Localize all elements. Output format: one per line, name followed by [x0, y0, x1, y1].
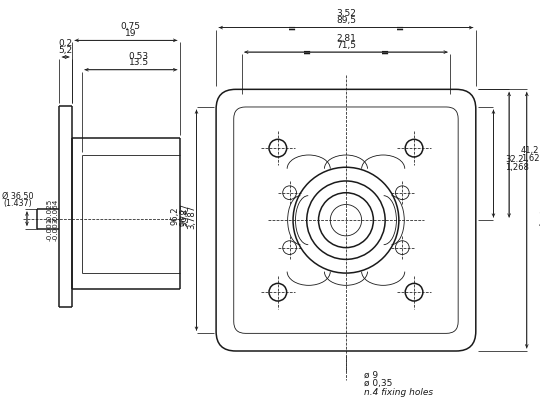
- Text: =: =: [303, 48, 311, 58]
- Text: 114,2: 114,2: [538, 211, 540, 220]
- Text: ø 0,35: ø 0,35: [363, 378, 392, 387]
- Text: 19: 19: [125, 29, 137, 38]
- Text: 0,75: 0,75: [121, 22, 141, 31]
- Text: -0.001: -0.001: [46, 217, 52, 240]
- Text: 3,787: 3,787: [180, 203, 189, 227]
- Text: 0,2: 0,2: [59, 39, 73, 48]
- Text: ø 9: ø 9: [363, 370, 377, 379]
- Text: 71,5: 71,5: [336, 40, 356, 49]
- Text: -0.025: -0.025: [46, 198, 52, 221]
- Text: 32.2: 32.2: [505, 155, 524, 164]
- Text: 3,787: 3,787: [187, 204, 197, 229]
- Text: 1,268: 1,268: [505, 163, 529, 172]
- Text: =: =: [381, 48, 389, 58]
- Text: 96,2: 96,2: [171, 206, 179, 224]
- Text: 41,2: 41,2: [521, 146, 539, 155]
- Text: =: =: [288, 24, 296, 34]
- Text: 3,52: 3,52: [336, 9, 356, 18]
- Text: -0.064: -0.064: [52, 198, 58, 221]
- Text: 4,5: 4,5: [538, 219, 540, 228]
- Text: n.4 fixing holes: n.4 fixing holes: [363, 387, 433, 396]
- Text: 5,2: 5,2: [59, 45, 73, 54]
- Text: 89,5: 89,5: [336, 16, 356, 25]
- Text: (1.437): (1.437): [4, 198, 32, 207]
- Text: 13.5: 13.5: [129, 58, 148, 67]
- Text: =: =: [396, 24, 404, 34]
- Text: 2,81: 2,81: [336, 34, 356, 43]
- Text: 0.53: 0.53: [129, 52, 148, 61]
- Text: 1,62: 1,62: [521, 154, 539, 163]
- Text: Ø 36.50: Ø 36.50: [2, 191, 34, 200]
- Text: -0.003: -0.003: [52, 217, 58, 240]
- Text: 96,2: 96,2: [180, 207, 188, 226]
